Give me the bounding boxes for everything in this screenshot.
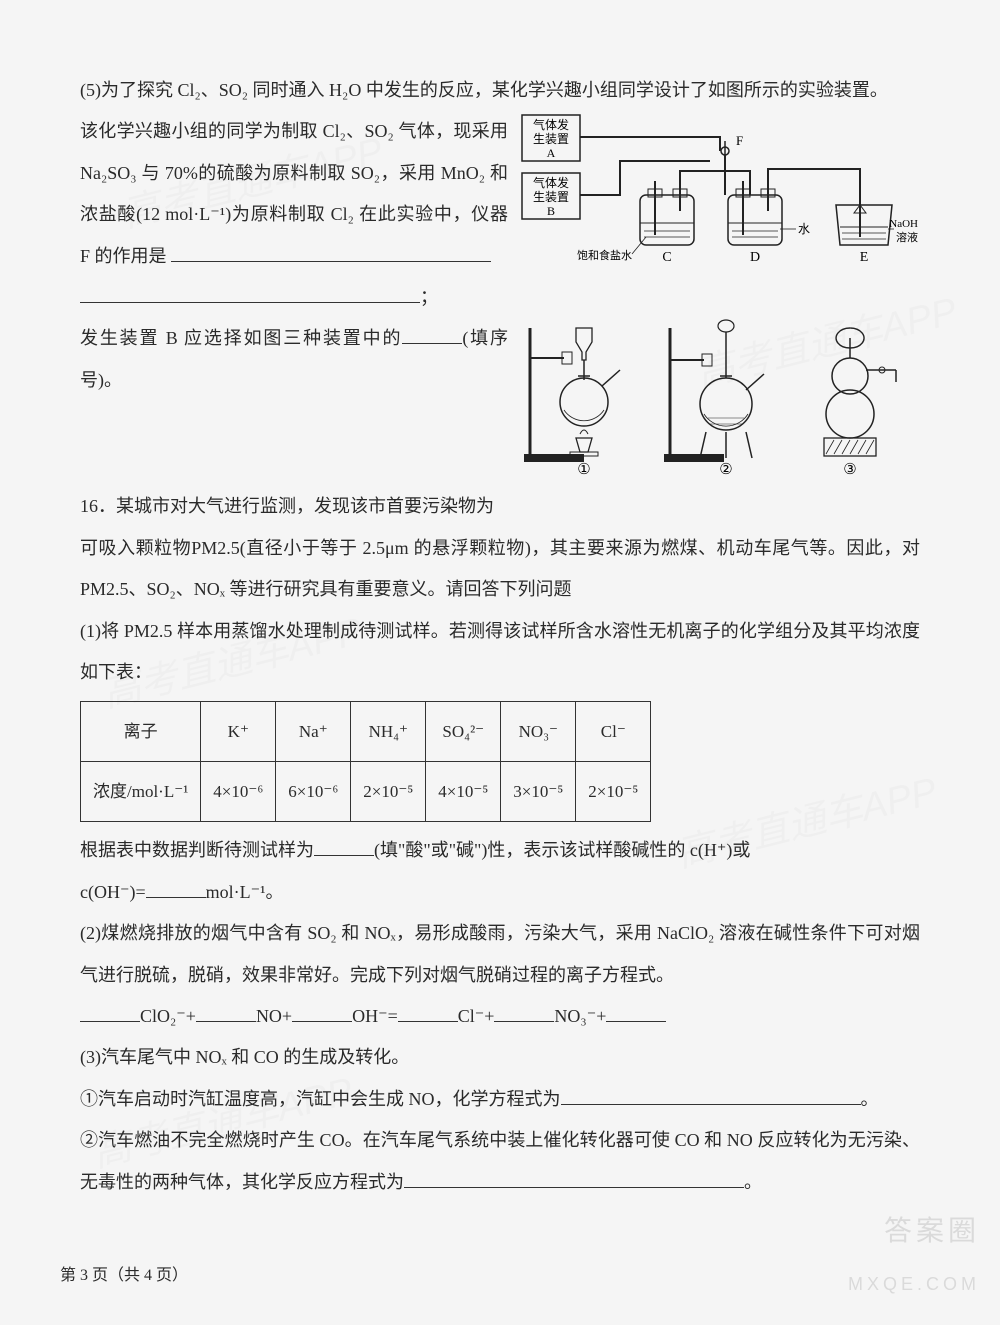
watermark-text: MXQE.COM	[848, 1264, 980, 1305]
table-row: 浓度/mol·L⁻¹ 4×10⁻⁶ 6×10⁻⁶ 2×10⁻⁵ 4×10⁻⁵ 3…	[81, 762, 651, 822]
table-cell: NH₄⁺	[351, 702, 426, 762]
svg-text:B: B	[547, 204, 555, 218]
text: ①汽车启动时汽缸温度高，汽缸中会生成 NO，化学方程式为	[80, 1089, 561, 1109]
blank-fill[interactable]	[171, 244, 491, 262]
table-cell: 6×10⁻⁶	[276, 762, 351, 822]
text: ；	[420, 287, 438, 307]
svg-text:E: E	[860, 250, 869, 265]
blank-fill[interactable]	[146, 880, 206, 898]
q16-p1b: 根据表中数据判断待测试样为 (填"酸"或"碱")性，表示该试样酸碱性的 c(H⁺)…	[80, 830, 920, 871]
svg-text:饱和食盐水: 饱和食盐水	[577, 248, 632, 262]
three-setups-figure: ① ②	[520, 318, 920, 478]
q16-p1c: c(OH⁻)= mol·L⁻¹。	[80, 872, 920, 913]
q15-5-intro: (5)为了探究 Cl₂、SO₂ 同时通入 H₂O 中发生的反应，某化学兴趣小组同…	[80, 70, 920, 111]
blank-fill[interactable]	[402, 326, 462, 344]
q16-intro1: 16．某城市对大气进行监测，发现该市首要污染物为	[80, 486, 920, 527]
watermark-text: 答案圈	[848, 1199, 980, 1263]
table-cell: 4×10⁻⁵	[426, 762, 501, 822]
text: 。	[861, 1089, 879, 1109]
q16-p3-2: ②汽车燃油不完全燃烧时产生 CO。在汽车尾气系统中装上催化转化器可使 CO 和 …	[80, 1120, 920, 1203]
page-footer: 第 3 页（共 4 页）	[60, 1258, 188, 1295]
blank-fill[interactable]	[80, 285, 420, 303]
svg-text:水: 水	[798, 222, 810, 236]
table-cell: NO₃⁻	[501, 702, 576, 762]
q16-p3: (3)汽车尾气中 NOₓ 和 CO 的生成及转化。	[80, 1037, 920, 1078]
exam-page: (5)为了探究 Cl₂、SO₂ 同时通入 H₂O 中发生的反应，某化学兴趣小组同…	[80, 70, 920, 1203]
blank-fill[interactable]	[398, 1004, 458, 1022]
text: 。	[744, 1172, 762, 1192]
text: 根据表中数据判断待测试样为	[80, 840, 314, 860]
table-cell: 2×10⁻⁵	[576, 762, 651, 822]
blank-fill[interactable]	[561, 1087, 861, 1105]
q16-intro2: 可吸入颗粒物PM2.5(直径小于等于 2.5μm 的悬浮颗粒物)，其主要来源为燃…	[80, 528, 920, 611]
text: ClO₂⁻+	[140, 1006, 196, 1026]
text: OH⁻=	[352, 1006, 398, 1026]
blank-fill[interactable]	[196, 1004, 256, 1022]
table-cell: 浓度/mol·L⁻¹	[81, 762, 201, 822]
svg-text:③: ③	[843, 462, 856, 478]
watermark-corner: 答案圈 MXQE.COM	[848, 1199, 980, 1305]
table-cell: 4×10⁻⁶	[201, 762, 276, 822]
table-cell: Cl⁻	[576, 702, 651, 762]
svg-text:F: F	[736, 133, 743, 148]
svg-text:②: ②	[719, 462, 732, 478]
text: NO+	[256, 1006, 292, 1026]
svg-text:气体发: 气体发	[533, 175, 569, 190]
svg-text:D: D	[750, 250, 760, 265]
text: c(OH⁻)=	[80, 882, 146, 902]
q16-p3-1: ①汽车启动时汽缸温度高，汽缸中会生成 NO，化学方程式为 。	[80, 1079, 920, 1120]
table-cell: Na⁺	[276, 702, 351, 762]
text: mol·L⁻¹。	[206, 882, 284, 902]
svg-text:NaOH: NaOH	[889, 218, 918, 230]
blank-fill[interactable]	[606, 1004, 666, 1022]
apparatus-figure: 气体发 生装置 A 气体发 生装置 B F C 饱和	[520, 111, 920, 291]
ion-concentration-table: 离子 K⁺ Na⁺ NH₄⁺ SO₄²⁻ NO₃⁻ Cl⁻ 浓度/mol·L⁻¹…	[80, 701, 651, 822]
table-row: 离子 K⁺ Na⁺ NH₄⁺ SO₄²⁻ NO₃⁻ Cl⁻	[81, 702, 651, 762]
table-cell: 3×10⁻⁵	[501, 762, 576, 822]
svg-text:生装置: 生装置	[533, 132, 569, 146]
svg-text:气体发: 气体发	[533, 117, 569, 132]
table-cell: 离子	[81, 702, 201, 762]
svg-text:C: C	[662, 250, 671, 265]
text: 发生装置 B 应选择如图三种装置中的	[80, 328, 402, 348]
q16-p1a: (1)将 PM2.5 样本用蒸馏水处理制成待测试样。若测得该试样所含水溶性无机离…	[80, 611, 920, 694]
blank-fill[interactable]	[80, 1004, 140, 1022]
svg-text:生装置: 生装置	[533, 190, 569, 204]
blank-fill[interactable]	[314, 838, 374, 856]
text: Cl⁻+	[458, 1006, 495, 1026]
blank-fill[interactable]	[292, 1004, 352, 1022]
svg-text:溶液: 溶液	[896, 230, 918, 244]
table-cell: K⁺	[201, 702, 276, 762]
text: NO₃⁻+	[554, 1006, 606, 1026]
q16-p2: (2)煤燃烧排放的烟气中含有 SO₂ 和 NOₓ，易形成酸雨，污染大气，采用 N…	[80, 913, 920, 996]
blank-fill[interactable]	[404, 1170, 744, 1188]
svg-text:①: ①	[577, 462, 590, 478]
q16-eqn: ClO₂⁻+ NO+ OH⁻= Cl⁻+ NO₃⁻+	[80, 996, 920, 1037]
svg-text:A: A	[547, 146, 556, 160]
blank-fill[interactable]	[494, 1004, 554, 1022]
text: (填"酸"或"碱")性，表示该试样酸碱性的 c(H⁺)或	[374, 840, 750, 860]
table-cell: SO₄²⁻	[426, 702, 501, 762]
table-cell: 2×10⁻⁵	[351, 762, 426, 822]
